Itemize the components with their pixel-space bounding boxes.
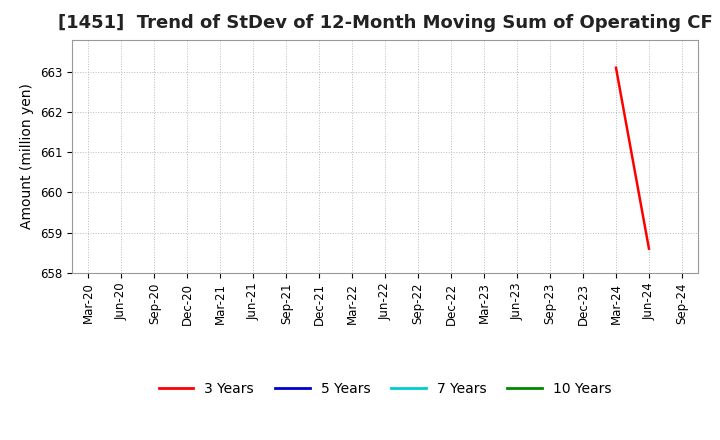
Y-axis label: Amount (million yen): Amount (million yen): [20, 83, 35, 229]
Legend: 3 Years, 5 Years, 7 Years, 10 Years: 3 Years, 5 Years, 7 Years, 10 Years: [153, 376, 617, 401]
Title: [1451]  Trend of StDev of 12-Month Moving Sum of Operating CF: [1451] Trend of StDev of 12-Month Moving…: [58, 15, 713, 33]
